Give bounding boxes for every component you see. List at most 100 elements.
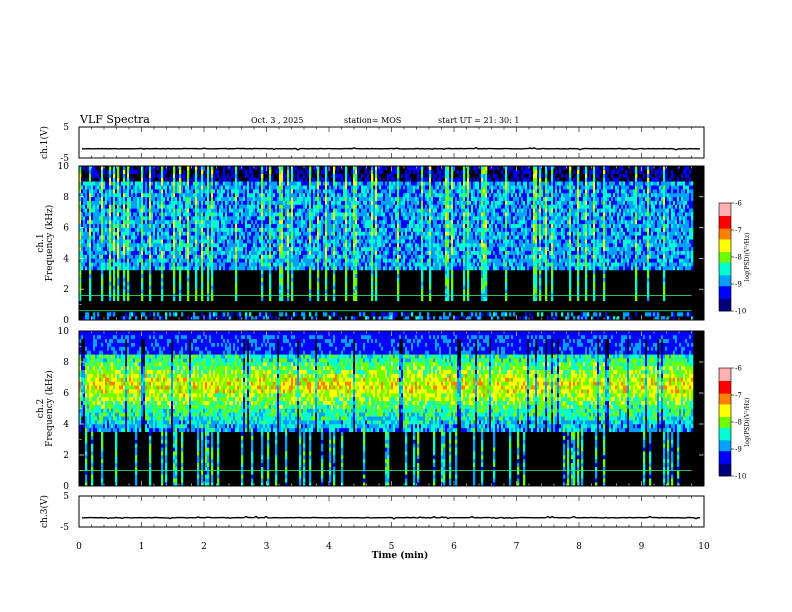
spectrogram-cell: [101, 212, 104, 217]
spectrogram-cell: [281, 277, 284, 282]
spectrogram-cell: [267, 231, 270, 236]
spectrogram-cell: [347, 212, 350, 217]
spectrogram-cell: [415, 212, 418, 217]
spectrogram-cell: [103, 243, 106, 248]
spectrogram-cell: [355, 285, 358, 290]
spectrogram-cell: [173, 208, 176, 213]
spectrogram-cell: [349, 227, 352, 232]
spectrogram-cell: [281, 243, 284, 248]
spectrogram-cell: [209, 254, 212, 259]
spectrogram-cell: [331, 239, 334, 244]
spectrogram-cell: [249, 189, 252, 194]
spectrogram-cell: [123, 166, 126, 171]
spectrogram-cell: [299, 166, 302, 171]
spectrogram-cell: [409, 250, 412, 255]
spectrogram-cell: [183, 223, 186, 228]
spectrogram-cell: [297, 254, 300, 259]
spectrogram-cell: [295, 258, 298, 263]
spectrogram-cell: [419, 189, 422, 194]
spectrogram-cell: [163, 200, 166, 205]
spectrogram-cell: [173, 312, 176, 317]
spectrogram-cell: [243, 262, 246, 267]
spectrogram-cell: [179, 266, 182, 271]
spectrogram-cell: [393, 243, 396, 248]
spectrogram-cell: [283, 181, 286, 186]
spectrogram-cell: [79, 185, 82, 190]
spectrogram-cell: [191, 189, 194, 194]
spectrogram-cell: [255, 223, 258, 228]
spectrogram-cell: [161, 254, 164, 259]
spectrogram-cell: [137, 196, 140, 201]
spectrogram-cell: [191, 219, 194, 225]
spectrogram-cell: [167, 231, 170, 236]
spectrogram-cell: [79, 189, 82, 194]
spectrogram-cell: [183, 169, 186, 174]
spectrogram-cell: [111, 189, 114, 194]
spectrogram-cell: [275, 262, 278, 267]
spectrogram-cell: [397, 289, 400, 294]
spectrogram-cell: [311, 196, 314, 201]
spectrogram-cell: [243, 239, 246, 244]
spectrogram-cell: [413, 216, 416, 221]
spectrogram-cell: [309, 227, 312, 232]
spectrogram-cell: [281, 231, 284, 236]
spectrogram-cell: [193, 258, 196, 263]
spectrogram-cell: [235, 173, 238, 178]
spectrogram-cell: [157, 246, 160, 251]
spectrogram-cell: [369, 227, 372, 232]
spectrogram-cell: [357, 216, 360, 221]
spectrogram-cell: [265, 208, 268, 213]
spectrogram-cell: [201, 219, 204, 225]
spectrogram-cell: [291, 212, 294, 217]
spectrogram-cell: [143, 250, 146, 255]
spectrogram-cell: [231, 246, 234, 251]
spectrogram-cell: [323, 258, 326, 263]
spectrogram-cell: [107, 235, 110, 240]
spectrogram-cell: [363, 243, 366, 248]
spectrogram-cell: [427, 204, 430, 209]
spectrogram-cell: [315, 212, 318, 217]
spectrogram-cell: [133, 223, 136, 228]
spectrogram-cell: [349, 223, 352, 228]
spectrogram-cell: [125, 177, 128, 182]
spectrogram-cell: [357, 169, 360, 174]
spectrogram-cell: [415, 181, 418, 186]
spectrogram-cell: [335, 246, 338, 251]
spectrogram-cell: [427, 189, 430, 194]
spectrogram-cell: [273, 262, 276, 267]
spectrogram-cell: [97, 208, 100, 213]
spectrogram-cell: [383, 239, 386, 244]
spectrogram-cell: [393, 219, 396, 225]
spectrogram-cell: [345, 196, 348, 201]
spectrogram-cell: [345, 250, 348, 255]
spectrogram-cell: [237, 208, 240, 213]
spectrogram-cell: [279, 212, 282, 217]
spectrogram-cell: [309, 258, 312, 263]
spectrogram-cell: [223, 258, 226, 263]
spectrogram-cell: [147, 173, 150, 178]
spectrogram-cell: [427, 219, 430, 225]
spectrogram-cell: [351, 243, 354, 248]
spectrogram-cell: [313, 231, 316, 236]
spectrogram-cell: [267, 204, 270, 209]
spectrogram-cell: [281, 262, 284, 267]
spectrogram-cell: [301, 223, 304, 228]
spectrogram-cell: [337, 173, 340, 178]
spectrogram-cell: [423, 262, 426, 267]
spectrogram-cell: [157, 250, 160, 255]
spectrogram-cell: [177, 254, 180, 259]
spectrogram-cell: [395, 169, 398, 174]
spectrogram-cell: [193, 216, 196, 221]
spectrogram-cell: [105, 246, 108, 251]
spectrogram-cell: [101, 243, 104, 248]
spectrogram-cell: [141, 173, 144, 178]
spectrogram-cell: [131, 219, 134, 225]
spectrogram-cell: [129, 231, 132, 236]
spectrogram-cell: [385, 204, 388, 209]
spectrogram-cell: [219, 204, 222, 209]
spectrogram-cell: [271, 216, 274, 221]
spectrogram-cell: [109, 289, 112, 294]
spectrogram-cell: [297, 258, 300, 263]
spectrogram-cell: [405, 239, 408, 244]
spectrogram-cell: [233, 216, 236, 221]
